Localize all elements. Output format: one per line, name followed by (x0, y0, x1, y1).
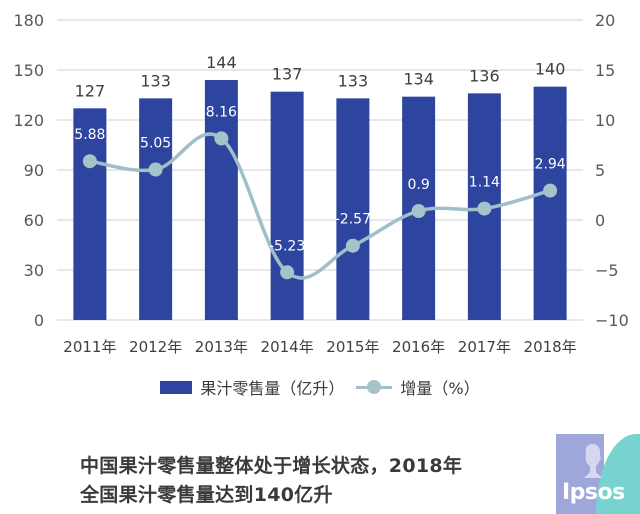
right-tick-label: 20 (595, 11, 615, 30)
left-tick-label: 60 (24, 211, 44, 230)
right-tick-label: 0 (595, 211, 605, 230)
line-marker[interactable] (82, 154, 97, 169)
line-value-label: 0.9 (407, 177, 429, 193)
left-tick-label: 90 (24, 161, 44, 180)
line-marker[interactable] (477, 201, 492, 216)
line-marker[interactable] (543, 183, 558, 198)
left-axis-ticks: 0 30 60 90 120 150 180 (13, 11, 44, 330)
bar[interactable] (139, 98, 173, 320)
right-tick-label: −10 (595, 311, 629, 330)
bar[interactable] (270, 91, 304, 321)
logo-text: Ipsos (562, 480, 625, 505)
legend-line-label: 增量（%） (400, 379, 480, 398)
x-axis-label: 2012年 (129, 338, 182, 356)
line-data-labels: 5.88 5.05 8.16 -5.23 -2.57 0.9 1.14 2.94 (74, 104, 566, 254)
bar-series (73, 80, 567, 321)
bar-value-label: 133 (140, 71, 171, 90)
bar[interactable] (533, 86, 567, 321)
left-tick-label: 120 (13, 111, 44, 130)
bar-value-label: 137 (272, 65, 303, 84)
x-axis-label: 2015年 (326, 338, 379, 356)
line-value-label: 5.05 (140, 136, 171, 152)
bar-swatch-icon (160, 380, 193, 394)
bar-value-label: 140 (535, 60, 566, 79)
x-axis-label: 2016年 (392, 338, 445, 356)
x-axis-label: 2017年 (458, 338, 511, 356)
bar[interactable] (204, 80, 238, 320)
bar[interactable] (73, 108, 107, 320)
bar-value-label: 133 (338, 71, 369, 90)
line-marker[interactable] (345, 238, 360, 253)
growth-line (89, 132, 551, 280)
line-value-label: 8.16 (206, 104, 237, 120)
x-axis-label: 2014年 (261, 338, 314, 356)
combo-chart: 0 30 60 90 120 150 180 −10 −5 0 5 10 15 20 127 133 144… (13, 11, 629, 356)
line-marker-swatch-icon (356, 380, 393, 394)
x-axis-labels: 2011年 2012年 2013年 2014年 2015年 2016年 2017年 2018年 (63, 338, 576, 356)
ipsos-logo: Ipsos (556, 434, 640, 514)
right-axis-ticks: −10 −5 0 5 10 15 20 (595, 11, 629, 330)
bar-value-label: 136 (469, 66, 500, 85)
legend-item-bar[interactable]: 果汁零售量（亿升） (160, 375, 344, 399)
x-axis-label: 2011年 (63, 338, 116, 356)
x-axis-label: 2013年 (195, 338, 248, 356)
line-value-label: -5.23 (269, 238, 305, 254)
right-tick-label: 5 (595, 161, 605, 180)
left-tick-label: 30 (24, 261, 44, 280)
right-tick-label: −5 (595, 261, 619, 280)
line-value-label: 5.88 (74, 127, 105, 143)
line-value-label: 2.94 (535, 157, 566, 173)
caption: 中国果汁零售量整体处于增长状态，2018年 全国果汁零售量达到140亿升 (80, 452, 462, 510)
right-tick-label: 10 (595, 111, 615, 130)
head-silhouette-icon (584, 443, 602, 478)
legend-bar-label: 果汁零售量（亿升） (200, 379, 345, 398)
left-tick-label: 150 (13, 61, 44, 80)
line-marker[interactable] (411, 204, 426, 218)
bar-value-label: 134 (403, 70, 434, 89)
left-tick-label: 0 (34, 311, 44, 330)
right-tick-label: 15 (595, 61, 615, 80)
left-tick-label: 180 (13, 11, 44, 30)
line-marker[interactable] (214, 131, 229, 146)
line-value-label: 1.14 (469, 175, 500, 191)
bar-value-label: 127 (75, 81, 106, 100)
bar-data-labels: 127 133 144 137 133 134 136 140 (75, 53, 566, 100)
line-series (82, 131, 558, 280)
bar-value-label: 144 (206, 53, 237, 72)
caption-line-1: 中国果汁零售量整体处于增长状态，2018年 (80, 455, 463, 477)
legend-item-line[interactable]: 增量（%） (356, 375, 480, 399)
x-axis-label: 2018年 (524, 338, 577, 356)
line-marker[interactable] (148, 162, 163, 177)
legend: 果汁零售量（亿升） 增量（%） (0, 372, 640, 402)
line-marker[interactable] (280, 265, 295, 280)
bar[interactable] (336, 98, 370, 320)
line-value-label: -2.57 (335, 212, 371, 228)
caption-line-2: 全国果汁零售量达到140亿升 (80, 484, 333, 506)
